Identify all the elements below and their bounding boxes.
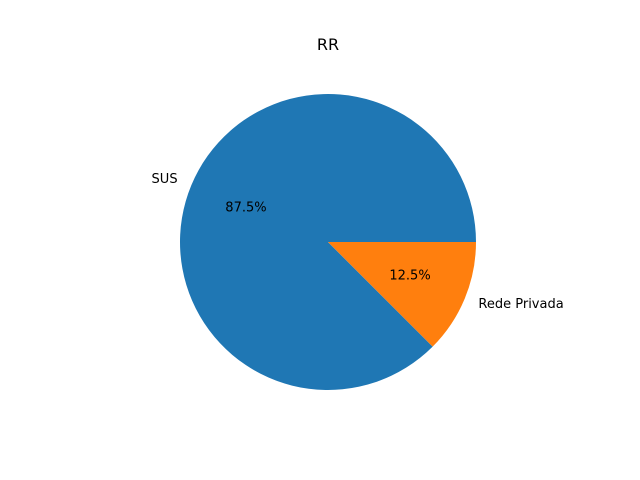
pie-slices [180,93,477,390]
slice-percent-label: 87.5% [225,201,266,216]
slice-label: SUS [152,172,178,187]
pie-labels: SUS 87.5% Rede Privada 12.5% [152,172,564,312]
slice-label: Rede Privada [478,297,563,312]
pie-slice-sus [180,93,477,390]
pie-slice-rede-privada [328,242,476,347]
slice-percent-label: 12.5% [389,268,430,283]
chart-title: RR [317,35,339,54]
